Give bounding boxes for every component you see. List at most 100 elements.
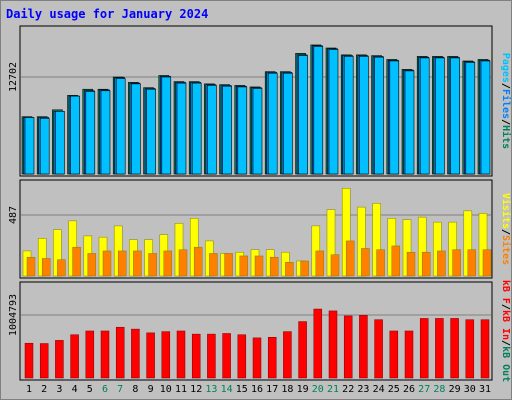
x-tick-label-8: 8 (132, 384, 138, 395)
bar-pages-day-14 (222, 85, 232, 175)
bar-kbf-day-1 (24, 342, 34, 379)
bar-sites-day-15 (239, 255, 249, 277)
bar-kbf-day-22 (343, 315, 353, 379)
y-tick-label-1: 12702 (8, 62, 19, 92)
x-tick-label-14: 14 (221, 384, 233, 395)
bar-pages-day-3 (55, 111, 65, 175)
right-label-hits: Hits (500, 125, 512, 149)
bar-pages-day-23 (359, 56, 369, 175)
x-tick-label-29: 29 (449, 384, 461, 395)
right-label-separator: / (500, 340, 511, 346)
bar-pages-day-15 (237, 86, 248, 175)
x-tick-label-2: 2 (41, 384, 47, 395)
bar-kbf-day-4 (70, 334, 79, 379)
bar-sites-day-20 (315, 250, 325, 277)
bar-pages-day-21 (328, 49, 339, 175)
bar-sites-day-24 (376, 249, 385, 277)
right-label-kb-f: kB F (500, 280, 511, 304)
x-tick-label-13: 13 (205, 384, 217, 395)
x-tick-label-22: 22 (342, 384, 354, 395)
x-tick-label-11: 11 (175, 384, 187, 395)
bar-kbf-day-14 (222, 333, 231, 379)
bar-pages-day-10 (161, 76, 172, 175)
x-tick-label-7: 7 (117, 384, 123, 395)
x-tick-label-26: 26 (403, 384, 415, 395)
x-tick-label-21: 21 (327, 384, 339, 395)
bar-sites-day-31 (482, 249, 492, 277)
bar-kbf-day-12 (191, 333, 201, 379)
x-tick-label-15: 15 (236, 384, 248, 395)
bar-sites-day-14 (224, 253, 233, 277)
bar-sites-day-18 (285, 261, 294, 277)
x-tick-label-19: 19 (297, 384, 309, 395)
bar-sites-day-29 (452, 249, 461, 277)
right-label-sites: Sites (500, 235, 512, 265)
y-tick-label-3: 1004793 (8, 294, 19, 336)
x-tick-label-6: 6 (102, 384, 108, 395)
bar-pages-day-1 (24, 117, 35, 175)
x-tick-label-5: 5 (87, 384, 93, 395)
x-tick-label-18: 18 (281, 384, 293, 395)
right-label-kb-in: kB In (500, 310, 511, 340)
bar-sites-day-2 (41, 258, 51, 277)
bar-pages-day-17 (267, 72, 278, 175)
bar-kbf-day-15 (237, 334, 247, 379)
x-tick-label-28: 28 (433, 384, 445, 395)
bar-sites-day-6 (102, 250, 112, 277)
bar-sites-day-22 (345, 240, 355, 277)
bar-sites-day-27 (421, 251, 431, 277)
y-tick-labels: 12702 487 1004793 (8, 62, 19, 336)
bar-sites-day-8 (133, 250, 142, 277)
right-label-visits: Visits (500, 193, 512, 229)
x-tick-label-4: 4 (72, 384, 78, 395)
bar-pages-day-13 (207, 85, 217, 175)
x-tick-label-23: 23 (357, 384, 369, 395)
bar-pages-day-22 (343, 56, 354, 175)
bar-sites-day-3 (57, 259, 66, 277)
x-tick-label-27: 27 (418, 384, 430, 395)
bar-sites-day-13 (209, 253, 218, 277)
chart-bars (21, 44, 492, 379)
bar-pages-day-24 (374, 56, 384, 175)
x-tick-label-16: 16 (251, 384, 263, 395)
bar-pages-day-31 (480, 60, 491, 175)
right-label-kb-out: kB Out (500, 346, 511, 382)
bar-kbf-day-13 (207, 333, 216, 379)
bar-sites-day-11 (178, 249, 188, 277)
bar-pages-day-30 (465, 62, 476, 175)
right-label-files: Files (500, 89, 512, 119)
bar-pages-day-6 (100, 90, 111, 175)
bar-pages-day-20 (313, 46, 324, 175)
right-label-separator: / (500, 229, 511, 235)
bar-pages-day-25 (389, 60, 400, 175)
x-tick-label-3: 3 (56, 384, 62, 395)
bar-pages-day-11 (176, 82, 187, 175)
bar-sites-day-10 (163, 250, 173, 277)
x-tick-label-10: 10 (160, 384, 172, 395)
bar-pages-day-2 (39, 117, 50, 175)
bar-pages-day-7 (115, 78, 126, 175)
bar-pages-day-12 (191, 82, 202, 175)
x-tick-label-1: 1 (26, 384, 32, 395)
bar-sites-day-12 (193, 246, 203, 277)
bar-kbf-day-6 (100, 330, 110, 379)
bar-sites-day-19 (300, 260, 309, 277)
bar-kbf-day-30 (465, 319, 475, 379)
bar-sites-day-9 (148, 253, 157, 277)
bar-pages-day-27 (419, 57, 430, 175)
right-label-separator: / (500, 119, 511, 125)
right-label-pages: Pages (500, 53, 511, 83)
x-tick-label-30: 30 (464, 384, 476, 395)
bar-kbf-day-3 (55, 340, 64, 379)
bar-pages-day-18 (283, 72, 293, 175)
bar-kbf-day-28 (435, 318, 444, 379)
bar-sites-day-17 (269, 256, 279, 277)
bar-kbf-day-29 (450, 318, 459, 379)
bar-kbf-day-26 (404, 330, 414, 379)
right-label-separator: / (500, 83, 511, 89)
bar-kbf-day-9 (146, 332, 155, 379)
bar-sites-day-26 (406, 251, 416, 277)
bar-kbf-day-23 (359, 315, 368, 379)
